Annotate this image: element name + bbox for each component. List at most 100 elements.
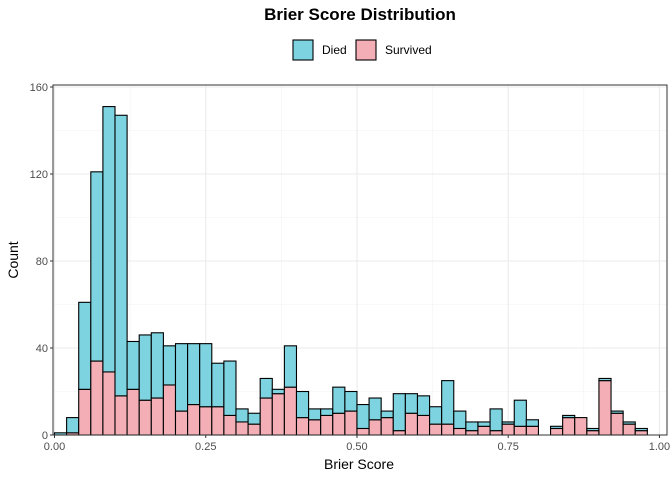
legend-swatch (355, 39, 377, 61)
bar-died (332, 386, 346, 414)
bar-survived (489, 430, 503, 436)
bar-survived (211, 406, 225, 436)
bar-survived (90, 360, 104, 436)
bar-survived (162, 384, 177, 436)
bar-survived (380, 417, 394, 436)
bar-died (477, 421, 491, 427)
bar-died (102, 106, 116, 373)
bar-survived (465, 430, 479, 436)
bar-survived (513, 425, 527, 436)
bar-survived (441, 423, 455, 436)
bar-died (66, 417, 80, 434)
bar-died (404, 393, 419, 414)
bar-died (416, 395, 431, 416)
plot-panel (52, 84, 668, 436)
bar-died (162, 345, 177, 386)
y-tick-label: 160 (30, 82, 48, 94)
bar-survived (78, 388, 92, 436)
bar-died (368, 397, 382, 421)
bar-died (489, 408, 503, 432)
bar-died (308, 408, 322, 421)
bar-died (513, 399, 527, 427)
bar-survived (114, 395, 128, 436)
bar-died (344, 390, 358, 412)
legend-label: Survived (385, 43, 432, 57)
bar-survived (429, 423, 443, 436)
bar-survived (332, 412, 346, 436)
bar-died (392, 393, 406, 432)
bar-died (223, 360, 237, 416)
bar-died (271, 388, 285, 395)
bar-died (126, 340, 140, 390)
bar-survived (392, 430, 406, 436)
bar-died (211, 362, 225, 408)
bar-died (78, 301, 92, 390)
bar-survived (199, 406, 213, 436)
bar-died (114, 114, 128, 397)
bar-survived (586, 430, 600, 436)
bar-survived (525, 425, 540, 436)
bar-died (586, 427, 600, 432)
bar-survived (126, 388, 140, 436)
bar-survived (344, 410, 358, 436)
bar-survived (404, 412, 419, 436)
x-tick-label: 0.50 (346, 441, 367, 453)
legend-swatch (292, 39, 314, 61)
bar-survived (356, 427, 370, 436)
legend-label: Died (322, 43, 347, 57)
bar-died (295, 390, 310, 419)
bar-died (622, 421, 636, 425)
y-axis-label: Count (5, 241, 21, 278)
bar-died (453, 410, 467, 430)
bar-survived (562, 417, 576, 436)
bar-survived (283, 386, 298, 436)
bar-died (525, 419, 540, 427)
x-axis: 0.00 0.25 0.50 0.75 1.00 (44, 435, 670, 453)
bar-survived (102, 371, 116, 436)
bar-died (235, 408, 249, 423)
bar-died (441, 380, 455, 425)
bar-died (150, 332, 164, 399)
bar-died (634, 427, 648, 432)
chart-title: Brier Score Distribution (264, 5, 456, 24)
bar-died (320, 408, 334, 416)
bar-died (174, 343, 189, 412)
bar-died (610, 410, 624, 414)
bar-survived (295, 417, 310, 436)
bar-survived (174, 410, 189, 436)
bar-survived (501, 423, 515, 436)
bar-died (283, 345, 298, 388)
y-axis: 0 40 80 120 160 (30, 82, 53, 442)
bar-survived (223, 414, 237, 436)
bar-survived (598, 380, 612, 436)
bar-survived (247, 423, 261, 436)
y-tick-label: 80 (36, 256, 48, 268)
bar-survived (550, 427, 564, 436)
bar-survived (368, 419, 382, 436)
bar-survived (574, 417, 588, 436)
panel-border (52, 84, 668, 436)
x-tick-label: 1.00 (649, 441, 670, 453)
x-tick-label: 0.00 (44, 441, 65, 453)
bar-died (199, 343, 213, 408)
y-tick-label: 120 (30, 169, 48, 181)
bar-died (501, 421, 515, 425)
bar-died (259, 377, 273, 399)
y-tick-label: 40 (36, 343, 48, 355)
bar-died (598, 377, 612, 382)
bar-survived (453, 427, 467, 436)
bar-died (562, 414, 576, 419)
bar-died (187, 343, 201, 406)
bar-survived (150, 397, 164, 436)
bar-died (465, 421, 479, 432)
bar-died (429, 406, 443, 425)
bar-survived (235, 421, 249, 436)
x-tick-label: 0.25 (195, 441, 216, 453)
bar-died (356, 403, 370, 430)
bars (53, 106, 648, 436)
bar-survived (271, 393, 285, 436)
bar-died (90, 171, 104, 362)
bar-survived (610, 412, 624, 436)
bar-survived (634, 430, 648, 436)
